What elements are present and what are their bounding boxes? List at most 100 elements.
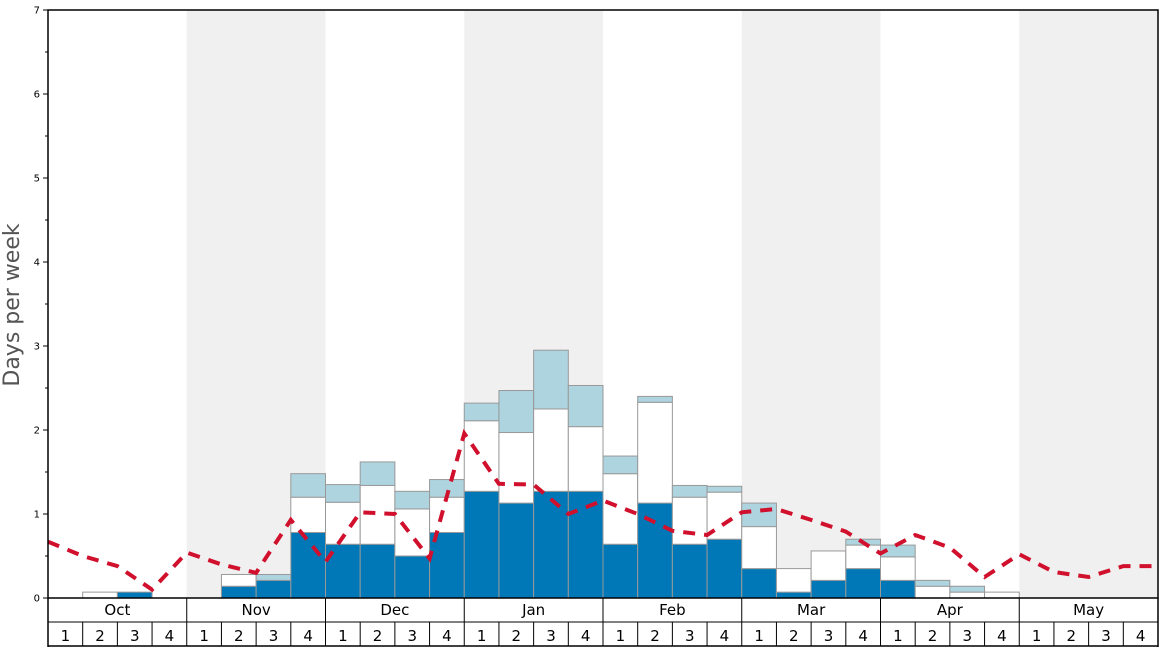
y-tick-label: 5	[34, 174, 40, 185]
week-label: 1	[199, 627, 209, 645]
bar-segment-white	[984, 591, 1020, 599]
bar-segment-dark	[845, 568, 881, 599]
week-label: 3	[407, 627, 417, 645]
week-label: 2	[1067, 627, 1077, 645]
week-label: 2	[95, 627, 105, 645]
month-band	[48, 10, 187, 598]
bar-segment-light	[637, 395, 673, 403]
week-label: 1	[893, 627, 903, 645]
month-label: Apr	[937, 601, 964, 619]
bar-segment-dark	[290, 531, 326, 599]
bar-segment-dark	[429, 531, 465, 599]
bar-segment-dark	[706, 538, 743, 599]
bar-segment-dark	[775, 591, 812, 599]
bar-segment-dark	[116, 591, 153, 599]
bar-segment-dark	[359, 543, 396, 599]
week-label: 3	[1101, 627, 1111, 645]
bar-segment-light	[394, 490, 431, 510]
bar-segment-dark	[741, 568, 777, 599]
week-label: 1	[477, 627, 487, 645]
week-label: 1	[338, 627, 348, 645]
bar-segment-white	[845, 544, 881, 570]
y-tick-label: 1	[34, 510, 40, 521]
bar-segment-dark	[394, 555, 431, 599]
bar-segment-dark	[567, 490, 604, 599]
week-label: 3	[962, 627, 972, 645]
bar-segment-light	[706, 485, 743, 493]
week-label: 4	[165, 627, 175, 645]
week-label: 2	[234, 627, 244, 645]
month-label: Feb	[659, 601, 686, 619]
bar-segment-white	[810, 550, 847, 581]
bar-segment-white	[949, 591, 986, 599]
y-tick-label: 6	[34, 90, 40, 101]
week-label: 4	[997, 627, 1007, 645]
bar-segment-dark	[220, 585, 257, 599]
week-label: 4	[442, 627, 452, 645]
week-label: 3	[130, 627, 140, 645]
bar-segment-dark	[602, 543, 639, 599]
week-label: 3	[824, 627, 834, 645]
y-axis: 0 1 2 3 4 5 6 7	[34, 6, 48, 605]
bar-segment-light	[533, 349, 569, 410]
x-axis-table: Oct 1 2 3 4 Nov 1 2 3 4 Dec 1 2 3 4 Jan 1 2 3 4 Feb 1 2 3 4 Mar 1 2…	[47, 598, 1159, 647]
bar-segment-white	[394, 508, 431, 557]
bar-segment-dark	[533, 490, 569, 599]
week-label: 1	[754, 627, 764, 645]
y-tick-label: 0	[34, 594, 40, 605]
stacked-bars	[82, 349, 1020, 599]
week-label: 1	[1032, 627, 1042, 645]
bar-segment-white	[567, 426, 604, 492]
bar-segment-light	[325, 484, 361, 503]
month-label: May	[1073, 601, 1104, 619]
bar-segment-light	[741, 502, 777, 528]
month-band	[1019, 10, 1158, 598]
bar-segment-dark	[810, 579, 847, 599]
week-label: 4	[720, 627, 730, 645]
bar-segment-light	[567, 384, 604, 428]
bar-segment-white	[671, 496, 708, 545]
bar-segment-dark	[880, 579, 916, 599]
bar-segment-white	[914, 585, 951, 599]
bar-segment-white	[220, 573, 257, 587]
month-label: Dec	[380, 601, 409, 619]
week-label: 1	[616, 627, 626, 645]
y-tick-label: 7	[34, 6, 40, 17]
bar-segment-light	[290, 473, 326, 498]
bar-segment-white	[533, 408, 569, 492]
bar-segment-white	[463, 420, 500, 492]
week-label: 2	[928, 627, 938, 645]
bar-segment-white	[82, 591, 118, 599]
month-label: Nov	[241, 601, 270, 619]
week-label: 2	[373, 627, 383, 645]
bar-segment-dark	[463, 490, 500, 599]
week-label: 3	[685, 627, 695, 645]
bar-segment-light	[949, 585, 986, 593]
bar-segment-light	[602, 455, 639, 475]
bar-segment-dark	[255, 579, 292, 599]
bar-segment-light	[498, 390, 535, 434]
bar-segment-light	[359, 461, 396, 486]
bar-segment-white	[429, 496, 465, 533]
month-band	[880, 10, 1020, 598]
bar-segment-light	[914, 579, 951, 587]
bar-segment-dark	[671, 543, 708, 599]
week-label: 4	[303, 627, 313, 645]
week-label: 4	[1136, 627, 1146, 645]
bar-segment-white	[775, 568, 812, 593]
bar-segment-dark	[498, 502, 535, 599]
week-label: 1	[61, 627, 71, 645]
week-label: 3	[546, 627, 556, 645]
week-label: 3	[269, 627, 279, 645]
month-band	[741, 10, 881, 598]
bar-segment-white	[290, 496, 326, 533]
week-label: 2	[512, 627, 522, 645]
y-tick-label: 4	[34, 258, 40, 269]
month-label: Oct	[104, 601, 130, 619]
bar-segment-dark	[637, 502, 673, 599]
month-label: Mar	[797, 601, 826, 619]
bar-segment-white	[498, 432, 535, 504]
average-trend-line	[47, 428, 1158, 593]
bar-segment-white	[637, 401, 673, 504]
y-tick-label: 3	[34, 342, 40, 353]
